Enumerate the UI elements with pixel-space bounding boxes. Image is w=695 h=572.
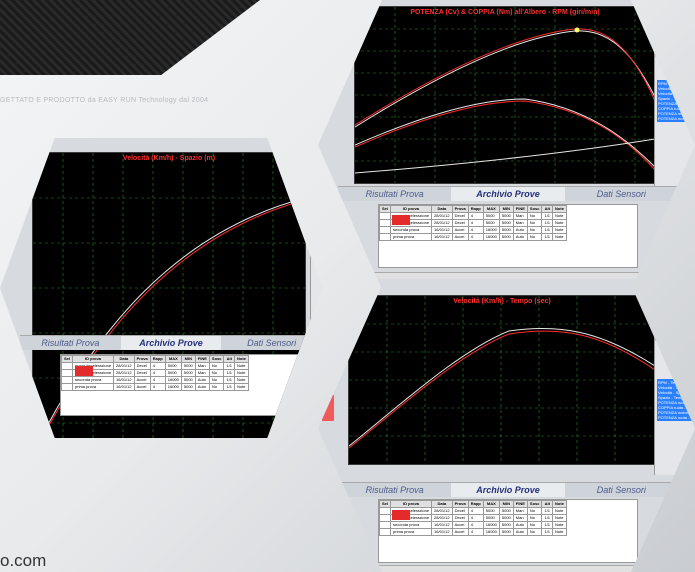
horizontal-scrollbar[interactable] — [348, 272, 658, 279]
tab-dati-sensori[interactable]: Dati Sensori — [596, 485, 646, 495]
torque-curve-red — [355, 100, 655, 171]
list-item[interactable]: Spazio - Tempo — [658, 395, 686, 400]
speed-curve-red — [33, 199, 305, 438]
list-item[interactable]: POTENZA motore - RPM — [658, 410, 695, 415]
list-item[interactable]: RPM - Tempo — [658, 380, 683, 385]
speed-curve-white — [33, 197, 305, 438]
tests-table: Sel ID prova Data Prova Rapp MAX MIN FINE Sosc Al… — [378, 499, 638, 563]
col-data: Data — [113, 355, 135, 363]
tab-risultati-prova[interactable]: Risultati Prova — [41, 338, 100, 348]
col-sel: Sel — [60, 355, 74, 363]
carbon-fiber-graphic — [0, 0, 260, 75]
table-header-row: Sel ID prova Data Prova Rapp MAX MIN FIN… — [60, 355, 249, 363]
list-item[interactable]: COPPIA ruota - RPM — [658, 106, 695, 111]
table-row[interactable]: prima prova 16/01/12 Accel 4 16000 5000 Auto No… — [378, 233, 567, 241]
tests-table: Sel ID prova Data Prova Rapp MAX MIN FIN… — [60, 354, 316, 416]
tab-archivio-prove[interactable]: Archivio Prove — [451, 483, 565, 497]
power-curve-red — [355, 28, 655, 126]
power-torque-chart: POTENZA (Cv) & COPPIA (Nm) all'Albero - … — [354, 6, 656, 184]
list-item[interactable]: POTENZA ruota - RPM — [658, 400, 695, 405]
table-row[interactable]: seconda prova 16/01/12 Accel 4 16000 5000 Auto… — [378, 521, 567, 529]
graph-selection-list: RPM - Tempo Velocità - Tempo Velocità - … — [657, 80, 695, 122]
hex-screenshot-left: Velocità (Km/h) - Spazio (m) Risultati P… — [0, 138, 322, 438]
status-red-box — [322, 395, 334, 421]
tab-risultati-prova[interactable]: Risultati Prova — [365, 189, 424, 199]
col-min: MIN — [180, 355, 196, 363]
list-item[interactable]: POTENZA ruota - RPM — [658, 101, 695, 106]
tab-risultati-prova[interactable]: Risultati Prova — [365, 485, 424, 495]
list-item[interactable]: POTENZA ruota - Velocità — [658, 415, 695, 420]
sidebar-button[interactable] — [659, 33, 692, 42]
peak-marker — [574, 27, 580, 33]
tab-bar: Risultati Prova Archivio Prove Dati Sens… — [338, 186, 678, 201]
tab-dati-sensori[interactable]: Dati Sensori — [247, 338, 297, 348]
tab-bar: Risultati Prova Archivio Prove Dati Sens… — [20, 335, 322, 350]
footer-text: o.com — [0, 551, 47, 570]
hex-screenshot-bottom: Velocità (Km/h) - Tempo (sec) RPM - Temp… — [318, 285, 695, 572]
app-window: Velocità (Km/h) - Tempo (sec) RPM - Temp… — [318, 285, 695, 572]
chart-svg — [349, 296, 655, 464]
speed-time-chart: Velocità (Km/h) - Tempo (sec) — [348, 295, 656, 465]
tab-archivio-prove[interactable]: Archivio Prove — [120, 336, 222, 350]
chart-title: Velocità (Km/h) - Tempo (sec) — [453, 298, 551, 305]
right-sidebar: RPM - Tempo Velocità - Tempo Velocità - … — [654, 295, 695, 475]
sidebar-button[interactable] — [315, 155, 319, 164]
sidebar-button[interactable] — [315, 167, 319, 176]
col-rapp: Rapp — [149, 355, 166, 363]
list-item[interactable]: POTENZA ruota - Velocità — [658, 116, 695, 121]
sidebar-button[interactable] — [659, 21, 692, 30]
table-header-row: Sel ID prova Data Prova Rapp MAX MIN FINE Sosc Al… — [378, 205, 567, 213]
app-window: POTENZA (Cv) & COPPIA (Nm) all'Albero - … — [318, 0, 695, 290]
chart-title: POTENZA (Cv) & COPPIA (Nm) all'Albero - … — [410, 9, 600, 16]
right-sidebar: RPM - Tempo Velocità - Tempo Velocità - … — [654, 6, 695, 186]
list-item[interactable]: Velocità - Spazio — [658, 390, 688, 395]
speed-time-curve-red — [349, 330, 655, 449]
selected-check-icon[interactable] — [392, 215, 410, 225]
selected-check-icon[interactable] — [75, 366, 93, 376]
tagline: GETTATO E PRODOTTO da EASY RUN Technolog… — [0, 97, 209, 104]
list-item[interactable]: COPPIA ruota - RPM — [658, 405, 695, 410]
app-window: Velocità (Km/h) - Spazio (m) Risultati P… — [0, 138, 322, 438]
tests-table: Sel ID prova Data Prova Rapp MAX MIN FINE Sosc Al… — [378, 204, 638, 268]
chart-svg — [355, 7, 655, 183]
chart-grid — [349, 296, 655, 464]
chart-title: Velocità (Km/h) - Spazio (m) — [122, 155, 216, 162]
graph-selection-list: RPM - Tempo Velocità - Tempo Velocità - … — [657, 379, 695, 421]
tab-archivio-prove[interactable]: Archivio Prove — [451, 187, 565, 201]
table-row[interactable]: prima prova 16/01/12 Accel 4 16000 5000 Auto No… — [378, 528, 567, 536]
low-curve-white — [355, 138, 655, 174]
sidebar-button[interactable] — [659, 310, 692, 319]
col-fine: FINE — [194, 355, 210, 363]
torque-curve-white — [355, 98, 655, 168]
right-sidebar — [310, 152, 322, 332]
col-prova: Prova — [133, 355, 151, 363]
col-note: Note — [234, 355, 249, 363]
horizontal-scrollbar[interactable] — [348, 565, 658, 572]
table-row[interactable]: prova decelerazione 28/01/12 Decel 4 5000 500… — [60, 369, 249, 377]
power-curve-white — [355, 30, 655, 128]
speed-time-curve-white — [349, 327, 655, 447]
table-header-row: Sel ID prova Data Prova Rapp MAX MIN FINE Sosc Al… — [378, 500, 567, 508]
chart-grid — [355, 7, 655, 183]
hex-screenshot-top: POTENZA (Cv) & COPPIA (Nm) all'Albero - … — [318, 0, 695, 290]
table-row[interactable]: prima prova 16/01/12 Accel 4 16000 5000 Auto No… — [60, 383, 249, 391]
table-row[interactable]: prova decelerazione 28/01/12 Decel 4 5000 500… — [378, 219, 567, 227]
list-item[interactable]: Velocità - Tempo — [658, 385, 688, 390]
list-item[interactable]: Spazio - Tempo — [658, 96, 686, 101]
table-row[interactable]: seconda prova 16/01/12 Accel 4 16000 5000 Auto… — [60, 376, 249, 384]
tab-bar: Risultati Prova Archivio Prove Dati Sens… — [338, 482, 678, 497]
col-alt: Alt — [223, 355, 236, 363]
table-row[interactable]: seconda prova 16/01/12 Accel 4 16000 5000 Auto… — [378, 226, 567, 234]
table-row[interactable]: prova decelerazione 28/01/12 Decel 4 5000 500… — [378, 507, 567, 515]
col-id: ID prova — [72, 355, 115, 363]
selected-check-icon[interactable] — [392, 510, 410, 520]
list-item[interactable]: POTENZA motore - RPM — [658, 111, 695, 116]
sidebar-button[interactable] — [659, 298, 692, 307]
col-sosc: Sosc — [208, 355, 225, 363]
tab-dati-sensori[interactable]: Dati Sensori — [596, 189, 646, 199]
sidebar-button[interactable] — [659, 9, 692, 18]
col-max: MAX — [164, 355, 182, 363]
